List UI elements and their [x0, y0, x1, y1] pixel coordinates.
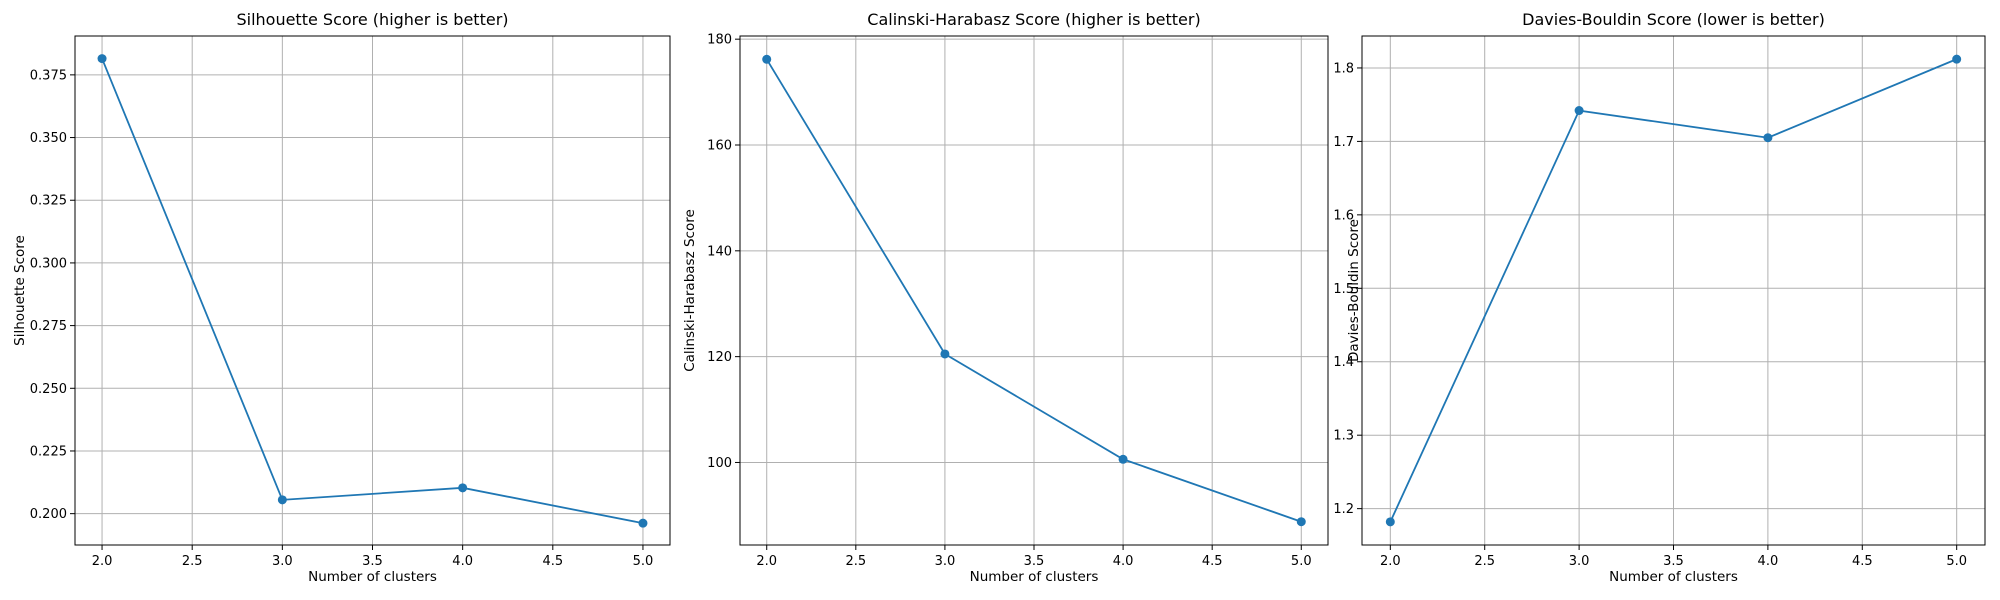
davies-bouldin-x-tick-label: 2.0	[1380, 554, 1401, 569]
davies-bouldin-y-tick-label: 1.2	[1333, 502, 1354, 517]
davies-bouldin-data-point	[1385, 517, 1395, 527]
calinski-harabasz-y-tick-label: 100	[707, 456, 732, 471]
calinski-harabasz-y-tick-label: 180	[707, 33, 732, 48]
davies-bouldin-data-point	[1574, 106, 1584, 116]
calinski-harabasz-x-tick-label: 4.5	[1202, 554, 1223, 569]
calinski-harabasz-x-tick-label: 2.0	[756, 554, 777, 569]
silhouette-chart-title: Silhouette Score (higher is better)	[236, 10, 508, 29]
davies-bouldin-x-tick-label: 3.5	[1663, 554, 1684, 569]
calinski-harabasz-data-point	[1118, 454, 1128, 464]
davies-bouldin-x-axis-label: Number of clusters	[1609, 569, 1738, 585]
silhouette-y-tick-label: 0.375	[30, 68, 67, 83]
silhouette-data-point	[277, 495, 287, 505]
calinski-harabasz-chart: 2.0 2.5 3.0 3.5 4.0 4.5 5.0 100 120 140 160 180 Cali…	[682, 10, 1329, 585]
silhouette-y-axis-label: Silhouette Score	[12, 235, 28, 346]
silhouette-y-tick-label: 0.200	[30, 507, 67, 522]
davies-bouldin-x-tick-label: 2.5	[1474, 554, 1495, 569]
davies-bouldin-y-tick-label: 1.7	[1333, 135, 1354, 150]
silhouette-series-line	[101, 58, 644, 525]
calinski-harabasz-data-point	[940, 349, 950, 359]
silhouette-y-tick-label: 0.350	[30, 131, 67, 146]
silhouette-y-tick-label: 0.250	[30, 382, 67, 397]
davies-bouldin-chart-title: Davies-Bouldin Score (lower is better)	[1522, 10, 1825, 29]
silhouette-y-tick-label: 0.300	[30, 256, 67, 271]
calinski-harabasz-chart-title: Calinski-Harabasz Score (higher is bette…	[867, 10, 1200, 29]
calinski-harabasz-x-tick-label: 3.0	[935, 554, 956, 569]
silhouette-y-tick-label: 0.325	[30, 194, 67, 209]
calinski-harabasz-x-tick-label: 5.0	[1291, 554, 1312, 569]
davies-bouldin-y-tick-label: 1.8	[1333, 61, 1354, 76]
silhouette-x-tick-label: 3.5	[362, 554, 383, 569]
calinski-harabasz-data-point	[762, 54, 772, 64]
calinski-harabasz-y-tick-label: 120	[707, 350, 732, 365]
silhouette-y-tick-label: 0.225	[30, 444, 67, 459]
davies-bouldin-x-tick-label: 5.0	[1946, 554, 1967, 569]
davies-bouldin-y-tick-label: 1.6	[1333, 208, 1354, 223]
silhouette-data-point	[458, 483, 468, 493]
calinski-harabasz-y-axis-label: Calinski-Harabasz Score	[682, 209, 698, 372]
calinski-harabasz-x-tick-label: 3.5	[1024, 554, 1045, 569]
calinski-harabasz-y-tick-label: 160	[707, 138, 732, 153]
davies-bouldin-y-tick-label: 1.5	[1333, 282, 1354, 297]
davies-bouldin-series-line	[1389, 58, 1958, 523]
calinski-harabasz-series-line	[765, 58, 1302, 523]
davies-bouldin-data-point	[1952, 54, 1962, 64]
davies-bouldin-y-tick-label: 1.4	[1333, 355, 1354, 370]
silhouette-x-axis-label: Number of clusters	[308, 569, 437, 585]
davies-bouldin-y-tick-label: 1.3	[1333, 429, 1354, 444]
silhouette-x-tick-label: 4.5	[542, 554, 563, 569]
silhouette-y-tick-label: 0.275	[30, 319, 67, 334]
silhouette-x-tick-label: 2.5	[182, 554, 203, 569]
davies-bouldin-x-tick-label: 3.0	[1569, 554, 1590, 569]
silhouette-x-tick-label: 4.0	[452, 554, 473, 569]
davies-bouldin-chart: 2.0 2.5 3.0 3.5 4.0 4.5 5.0 1.2 1.3 1.4 1.5 1.6 1.7 1…	[1333, 10, 1986, 585]
calinski-harabasz-y-tick-label: 140	[707, 244, 732, 259]
calinski-harabasz-x-tick-label: 2.5	[845, 554, 866, 569]
silhouette-x-tick-label: 5.0	[633, 554, 654, 569]
silhouette-data-point	[638, 518, 648, 528]
silhouette-x-tick-label: 2.0	[92, 554, 113, 569]
calinski-harabasz-data-point	[1296, 517, 1306, 527]
silhouette-x-tick-label: 3.0	[272, 554, 293, 569]
davies-bouldin-x-tick-label: 4.0	[1758, 554, 1779, 569]
calinski-harabasz-x-tick-label: 4.0	[1113, 554, 1134, 569]
davies-bouldin-x-tick-label: 4.5	[1852, 554, 1873, 569]
davies-bouldin-y-axis-label: Davies-Bouldin Score	[1346, 219, 1362, 362]
calinski-harabasz-x-axis-label: Number of clusters	[970, 569, 1099, 585]
silhouette-chart: 2.0 2.5 3.0 3.5 4.0 4.5 5.0 0.200 0.225 0.250 0.27…	[12, 10, 671, 585]
davies-bouldin-data-point	[1763, 133, 1773, 143]
silhouette-data-point	[97, 54, 107, 64]
